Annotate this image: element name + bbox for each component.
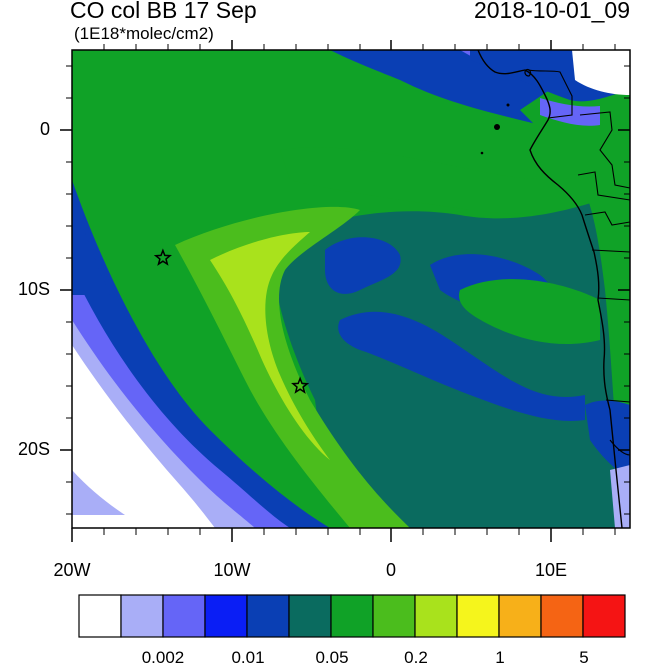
y-tick-label-0: 0	[39, 119, 50, 139]
minor-ticks	[66, 44, 630, 535]
colorbar-box	[498, 594, 542, 638]
field-africa-land	[520, 50, 630, 528]
x-tick-label-20w: 20W	[53, 560, 91, 580]
colorbar-box	[204, 594, 248, 638]
field-gulf-lightblue	[540, 98, 600, 126]
x-tick-label-10e: 10E	[534, 560, 568, 580]
colorbar-box	[582, 594, 626, 638]
field-west-white	[72, 345, 215, 528]
africa-coastline	[477, 50, 623, 528]
star-marker	[153, 248, 172, 266]
colorbar-label-5: 5	[579, 648, 589, 667]
island-bioko	[524, 68, 532, 77]
datetime-label: 2018-10-01_09	[473, 0, 630, 23]
colorbar-box	[456, 594, 500, 638]
colorbar-box	[372, 594, 416, 638]
colorbar-box	[162, 594, 206, 638]
field-yellow-green-core	[210, 232, 330, 460]
co-column-map	[60, 40, 631, 542]
island-principe	[506, 103, 510, 107]
colorbar-box	[78, 594, 122, 638]
colorbar-label-0-002: 0.002	[141, 648, 185, 667]
field-teal-north	[280, 147, 630, 214]
field-green-interior	[459, 279, 600, 345]
colorbar-box	[120, 594, 164, 638]
y-tick-label-10s: 10S	[17, 279, 50, 299]
field-far-west-blue	[72, 195, 110, 295]
island-sao-tome	[494, 124, 500, 130]
x-tick-label-0: 0	[385, 560, 396, 580]
colorbar-box	[414, 594, 458, 638]
star-marker	[291, 376, 310, 394]
map-frame	[71, 49, 631, 529]
colorbar-label-1: 1	[495, 648, 505, 667]
field-blue-pocket-1	[325, 237, 401, 294]
tick-marks	[60, 40, 630, 542]
field-south-blue	[585, 400, 630, 480]
field-west-lavender-2	[72, 470, 125, 515]
map-fields	[72, 50, 630, 528]
field-blue-pocket-2	[338, 311, 585, 421]
station-markers	[153, 248, 310, 394]
colorbar-box	[330, 594, 374, 638]
units-label: (1E18*molec/cm2)	[74, 24, 214, 43]
x-tick-label-10w: 10W	[213, 560, 251, 580]
field-south-lavender	[610, 465, 630, 528]
colorbar-box	[246, 594, 290, 638]
colorbar-label-0-2: 0.2	[404, 648, 428, 667]
colorbar-boxes	[78, 594, 626, 638]
field-gulf-white	[572, 50, 630, 95]
y-tick-label-20s: 20S	[17, 439, 50, 459]
colorbar-box	[288, 594, 332, 638]
colorbar-box	[540, 594, 584, 638]
map-title: CO col BB 17 Sep	[70, 0, 257, 23]
colorbar-label-0-01: 0.01	[231, 648, 265, 667]
island-annobon	[480, 151, 484, 155]
colorbar-label-0-05: 0.05	[315, 648, 349, 667]
country-borders	[527, 69, 630, 456]
